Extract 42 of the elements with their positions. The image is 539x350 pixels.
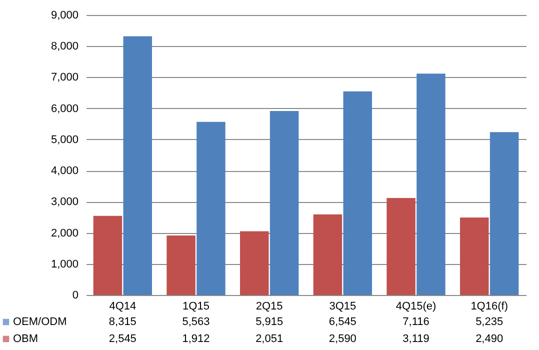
bar — [196, 122, 226, 295]
y-tick-label: 9,000 — [50, 10, 78, 22]
data-label: 2,590 — [328, 333, 356, 345]
bar — [93, 216, 122, 295]
y-tick-label: 2,000 — [50, 227, 78, 240]
data-label: 1,912 — [182, 333, 210, 345]
x-tick-label: 2Q15 — [256, 300, 283, 312]
x-tick-label: 4Q14 — [109, 300, 136, 312]
x-tick-label: 1Q16(f) — [470, 300, 508, 312]
data-label: 5,915 — [256, 316, 284, 328]
y-tick-label: 4,000 — [50, 165, 78, 178]
data-label: 6,545 — [328, 316, 356, 328]
bar — [240, 231, 269, 295]
bar — [460, 218, 489, 295]
x-tick-label: 1Q15 — [182, 300, 210, 312]
data-label: 3,119 — [402, 333, 430, 345]
data-label: 8,315 — [108, 316, 136, 328]
y-tick-label: 6,000 — [50, 102, 78, 115]
bar — [416, 74, 446, 295]
y-tick-label: 0 — [72, 290, 78, 302]
bar — [386, 198, 416, 295]
data-label: 5,235 — [476, 316, 504, 328]
x-tick-label: 3Q15 — [329, 300, 356, 312]
data-label: 2,545 — [108, 333, 136, 345]
legend-label: OEM/ODM — [13, 316, 67, 328]
legend-label: OBM — [13, 333, 38, 345]
y-tick-label: 1,000 — [50, 258, 78, 270]
y-tick-label: 8,000 — [50, 40, 78, 53]
bar — [490, 132, 519, 295]
x-tick-label: 4Q15(e) — [396, 300, 436, 312]
bar — [166, 236, 196, 295]
data-label: 2,051 — [256, 333, 284, 345]
data-label: 2,490 — [476, 333, 504, 345]
bar — [270, 110, 299, 295]
y-tick-label: 3,000 — [50, 196, 78, 208]
bar — [313, 214, 342, 295]
y-tick-label: 5,000 — [50, 134, 78, 146]
bar — [343, 91, 372, 295]
data-label: 5,563 — [182, 316, 210, 328]
data-label: 7,116 — [402, 316, 430, 328]
bar — [123, 36, 152, 295]
y-tick-label: 7,000 — [50, 72, 78, 84]
